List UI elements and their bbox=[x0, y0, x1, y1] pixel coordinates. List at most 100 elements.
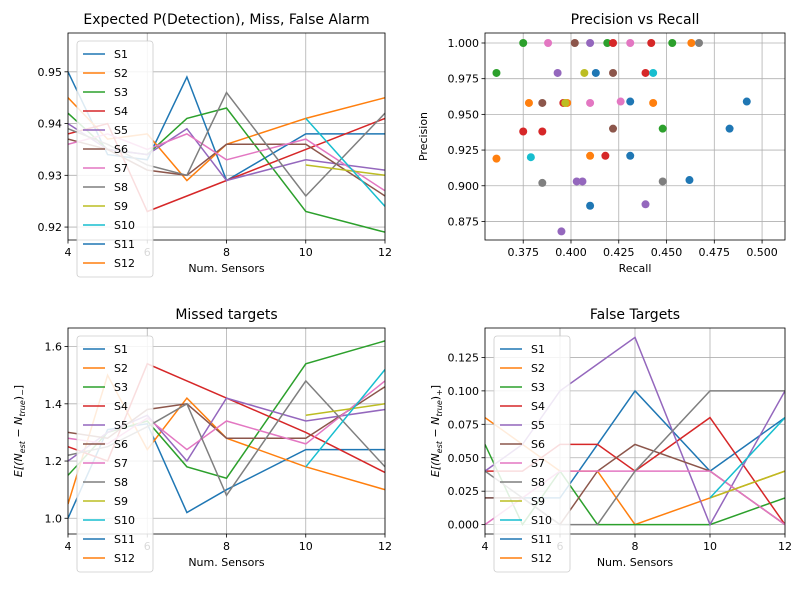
scatter-point bbox=[649, 68, 658, 77]
scatter-point bbox=[647, 38, 656, 47]
y-tick-label: 0.950 bbox=[448, 108, 480, 121]
y-tick-label: 0.000 bbox=[448, 519, 480, 532]
scatter-point bbox=[578, 177, 587, 186]
y-tick-label: 0.075 bbox=[448, 418, 480, 431]
scatter-point bbox=[591, 68, 600, 77]
plot-area bbox=[485, 336, 785, 527]
chart-panel-2: 0.375 0.400 0.425 0.450 0.475 0.500 0.875 0.900… bbox=[417, 12, 786, 275]
scatter-point bbox=[544, 38, 553, 47]
scatter-point bbox=[519, 127, 528, 136]
legend: S1 S2 S3 S4 S5 S6 S7 S8 S9 S10 S11 S12 bbox=[76, 335, 154, 573]
x-tick-label: 0.425 bbox=[603, 246, 635, 259]
x-tick-label: 0.450 bbox=[651, 246, 683, 259]
chart-title: Missed targets bbox=[175, 307, 277, 323]
legend-entry-s5: S5 bbox=[114, 419, 128, 432]
legend-entry-s8: S8 bbox=[114, 476, 128, 489]
x-tick-label: 0.475 bbox=[699, 246, 731, 259]
chart-title: Expected P(Detection), Miss, False Alarm bbox=[83, 12, 369, 28]
legend-entry-s4: S4 bbox=[114, 105, 128, 118]
y-tick-label: 0.875 bbox=[448, 215, 480, 228]
y-tick-label: 1.6 bbox=[45, 341, 63, 354]
y-tick-label: 0.94 bbox=[38, 118, 63, 131]
scatter-point bbox=[649, 98, 658, 107]
legend-entry-s1: S1 bbox=[114, 343, 128, 356]
legend-entry-s3: S3 bbox=[114, 381, 128, 394]
y-tick-label: 1.000 bbox=[448, 37, 480, 50]
scatter-point bbox=[586, 98, 595, 107]
scatter-point bbox=[561, 98, 570, 107]
x-tick-label: 4 bbox=[482, 540, 489, 553]
scatter-point bbox=[658, 177, 667, 186]
legend-entry-s7: S7 bbox=[531, 457, 545, 470]
y-tick-label: 0.025 bbox=[448, 485, 480, 498]
grid bbox=[485, 33, 785, 240]
legend-entry-s6: S6 bbox=[114, 143, 128, 156]
legend: S1 S2 S3 S4 S5 S6 S7 S8 S9 S10 S11 S12 bbox=[493, 335, 571, 573]
legend-entry-s10: S10 bbox=[114, 514, 135, 527]
legend-entry-s3: S3 bbox=[531, 381, 545, 394]
series-line-s10 bbox=[709, 417, 785, 499]
legend-entry-s5: S5 bbox=[531, 419, 545, 432]
series-line-s9 bbox=[709, 470, 785, 499]
scatter-point bbox=[526, 153, 535, 162]
y-tick-label: 0.100 bbox=[448, 385, 480, 398]
scatter-point bbox=[572, 177, 581, 186]
legend-entry-s8: S8 bbox=[531, 476, 545, 489]
axes-frame bbox=[484, 32, 786, 241]
scatter-point bbox=[586, 201, 595, 210]
legend-entry-s12: S12 bbox=[531, 552, 552, 565]
y-tick-label: 0.95 bbox=[38, 66, 63, 79]
y-tick-label: 0.900 bbox=[448, 180, 480, 193]
x-tick-label: 10 bbox=[703, 540, 717, 553]
chart-title: False Targets bbox=[590, 307, 680, 323]
series-line-s10 bbox=[305, 369, 385, 468]
legend-entry-s1: S1 bbox=[531, 343, 545, 356]
legend-box bbox=[493, 335, 571, 573]
legend-entry-s2: S2 bbox=[114, 362, 128, 375]
scatter-point bbox=[658, 124, 667, 133]
x-tick-label: 12 bbox=[378, 246, 392, 259]
x-axis-label: Num. Sensors bbox=[188, 556, 265, 569]
chart-panel-4: 46810120.0000.0250.0500.0750.1000.125Fal… bbox=[429, 307, 792, 573]
legend-entry-s7: S7 bbox=[114, 162, 128, 175]
y-tick-label: 0.925 bbox=[448, 144, 480, 157]
scatter-point bbox=[601, 151, 610, 160]
scatter-point bbox=[609, 124, 618, 133]
chart-title: Precision vs Recall bbox=[571, 12, 700, 28]
y-tick-label: 0.125 bbox=[448, 351, 480, 364]
x-axis-label: Num. Sensors bbox=[597, 556, 674, 569]
legend-entry-s4: S4 bbox=[531, 400, 545, 413]
y-tick-label: 0.93 bbox=[38, 169, 63, 182]
scatter-point bbox=[685, 176, 694, 185]
legend-entry-s6: S6 bbox=[531, 438, 545, 451]
scatter-point bbox=[519, 38, 528, 47]
scatter-point bbox=[538, 127, 547, 136]
scatter-point bbox=[603, 38, 612, 47]
scatter-point bbox=[626, 38, 635, 47]
scatter-point bbox=[492, 154, 501, 163]
scatter-point bbox=[742, 97, 751, 106]
plot-area bbox=[492, 38, 751, 236]
scatter-point bbox=[725, 124, 734, 133]
x-tick-label: 12 bbox=[778, 540, 792, 553]
y-axis-label: E[(Nest − Ntrue)−] bbox=[12, 385, 27, 477]
scatter-point bbox=[570, 38, 579, 47]
y-tick-label: 1.4 bbox=[45, 398, 63, 411]
legend-entry-s8: S8 bbox=[114, 181, 128, 194]
legend-entry-s4: S4 bbox=[114, 400, 128, 413]
legend-entry-s12: S12 bbox=[114, 257, 135, 270]
x-tick-label: 12 bbox=[378, 540, 392, 553]
x-tick-label: 4 bbox=[65, 246, 72, 259]
y-tick-label: 0.050 bbox=[448, 452, 480, 465]
x-tick-label: 0.500 bbox=[746, 246, 778, 259]
y-tick-label: 0.92 bbox=[38, 221, 63, 234]
x-tick-label: 0.375 bbox=[507, 246, 539, 259]
scatter-point bbox=[557, 227, 566, 236]
x-tick-label: 8 bbox=[223, 540, 230, 553]
legend-entry-s10: S10 bbox=[114, 219, 135, 232]
x-tick-label: 4 bbox=[65, 540, 72, 553]
scatter-point bbox=[586, 151, 595, 160]
legend-entry-s11: S11 bbox=[531, 533, 552, 546]
scatter-point bbox=[641, 68, 650, 77]
